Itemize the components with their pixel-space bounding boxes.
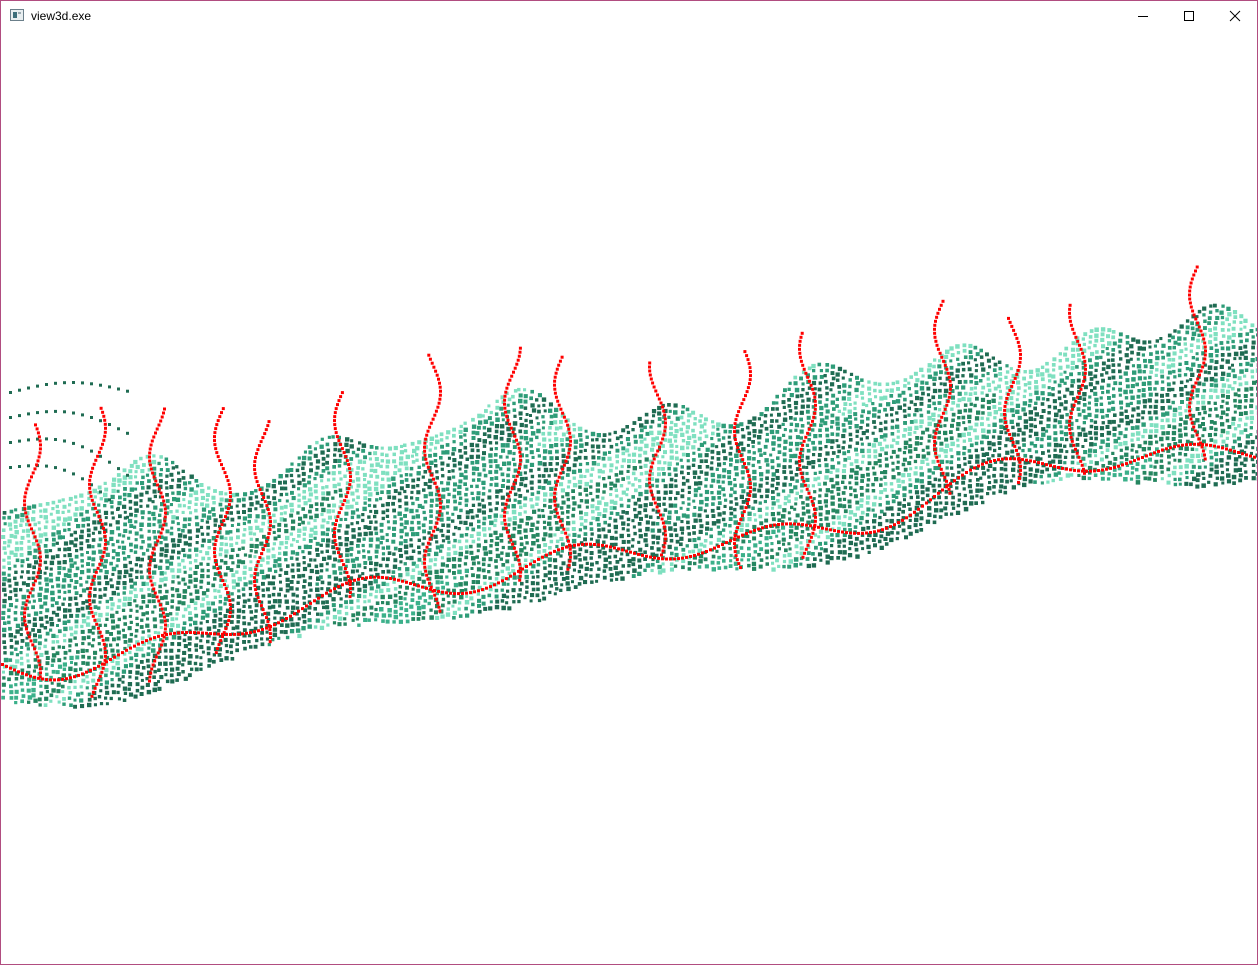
3d-viewport[interactable] xyxy=(1,31,1257,964)
maximize-icon xyxy=(1184,11,1194,21)
title-bar[interactable]: view3d.exe xyxy=(1,1,1257,31)
minimize-button[interactable] xyxy=(1120,1,1166,31)
app-window-icon[interactable] xyxy=(10,9,24,21)
surface-points xyxy=(1,303,1257,709)
close-icon xyxy=(1229,10,1241,22)
3d-point-cloud-canvas[interactable] xyxy=(1,31,1257,964)
close-button[interactable] xyxy=(1212,1,1257,31)
window-title: view3d.exe xyxy=(31,9,92,23)
outlier-points xyxy=(9,381,129,519)
maximize-button[interactable] xyxy=(1166,1,1212,31)
minimize-icon xyxy=(1138,16,1148,17)
trace-points xyxy=(1,265,1256,698)
